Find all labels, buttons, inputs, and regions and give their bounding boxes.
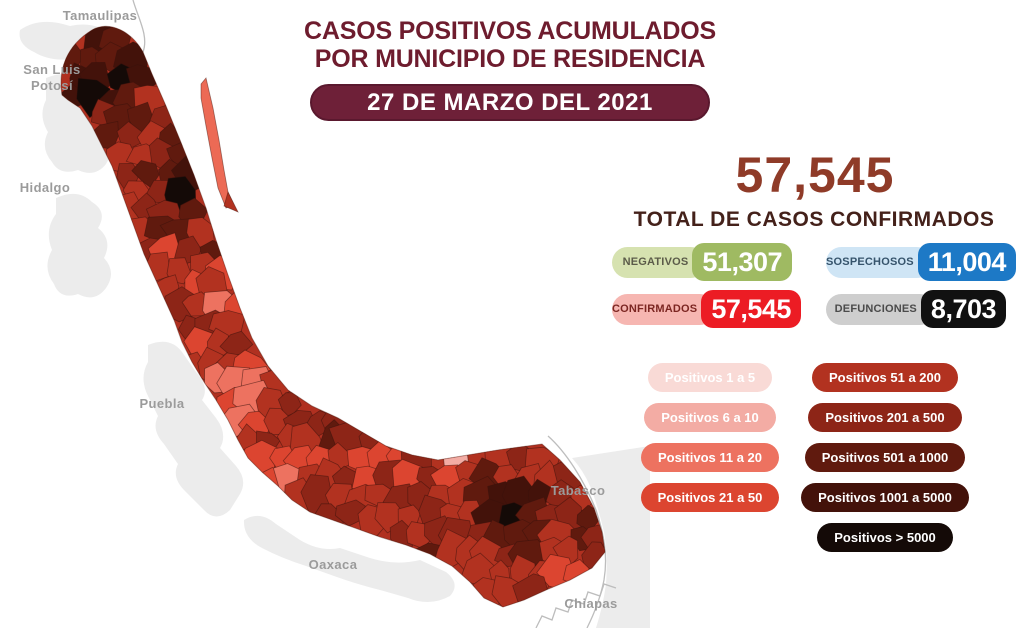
- sliver-dark-tip: [223, 190, 239, 213]
- stat-defunciones-value: 8,703: [920, 290, 1006, 328]
- state-label-san-luis-potosi: San Luis Potosí: [23, 62, 81, 94]
- legend-bin-21-50: Positivos 21 a 50: [640, 483, 780, 512]
- veracruz-map: [19, 0, 650, 628]
- stat-negativos-label: NEGATIVOS: [612, 246, 707, 278]
- stat-sospechosos: SOSPECHOSOS 11,004: [826, 243, 1016, 281]
- legend-bin-501-1000: Positivos 501 a 1000: [804, 443, 966, 472]
- neighbor-states: [19, 21, 650, 628]
- page-title: CASOS POSITIVOS ACUMULADOS POR MUNICIPIO…: [280, 17, 740, 73]
- stat-confirmados: CONFIRMADOS 57,545: [612, 290, 801, 328]
- state-label-tabasco: Tabasco: [550, 483, 606, 498]
- sliver-salmon: [200, 77, 235, 209]
- map-legend: Positivos 1 a 5 Positivos 6 a 10 Positiv…: [634, 363, 976, 552]
- hidalgo-shape: [47, 193, 112, 298]
- legend-column-left: Positivos 1 a 5 Positivos 6 a 10 Positiv…: [634, 363, 786, 552]
- stats-grid: NEGATIVOS 51,307 SOSPECHOSOS 11,004 CONF…: [612, 243, 1016, 328]
- state-label-oaxaca: Oaxaca: [308, 557, 358, 572]
- legend-bin-51-200: Positivos 51 a 200: [811, 363, 958, 392]
- legend-bin-gt-5000: Positivos > 5000: [817, 523, 953, 552]
- municipality-cell: [76, 77, 111, 119]
- coastal-sliver: [200, 77, 239, 213]
- tabasco-border-line: [547, 435, 607, 628]
- date-banner: 27 DE MARZO DEL 2021: [310, 84, 710, 121]
- veracruz-outline-stroke: [60, 25, 606, 608]
- legend-bin-11-20: Positivos 11 a 20: [640, 443, 780, 472]
- state-label-tamaulipas: Tamaulipas: [62, 8, 138, 23]
- stat-sospechosos-label: SOSPECHOSOS: [826, 246, 932, 278]
- oaxaca-shape: [243, 515, 455, 603]
- stat-defunciones: DEFUNCIONES 8,703: [826, 290, 1006, 328]
- state-label-hidalgo: Hidalgo: [19, 180, 71, 195]
- stat-negativos: NEGATIVOS 51,307: [612, 243, 792, 281]
- page-title-line1: CASOS POSITIVOS ACUMULADOS: [304, 17, 716, 45]
- legend-bin-1-5: Positivos 1 a 5: [647, 363, 773, 392]
- total-confirmed-label: TOTAL DE CASOS CONFIRMADOS: [633, 208, 995, 231]
- legend-bin-1001-5000: Positivos 1001 a 5000: [801, 483, 969, 512]
- tamaulipas-coastline: [132, 0, 146, 53]
- stat-defunciones-label: DEFUNCIONES: [826, 293, 935, 325]
- page-title-line2: POR MUNICIPIO DE RESIDENCIA: [314, 44, 706, 73]
- state-label-puebla: Puebla: [139, 396, 185, 411]
- total-confirmed-number: 57,545: [735, 147, 895, 203]
- tabasco-shape: [572, 446, 650, 628]
- stat-confirmados-value: 57,545: [701, 290, 801, 328]
- legend-bin-6-10: Positivos 6 a 10: [644, 403, 776, 432]
- stat-sospechosos-value: 11,004: [917, 243, 1016, 281]
- legend-bin-201-500: Positivos 201 a 500: [808, 403, 962, 432]
- stat-negativos-value: 51,307: [692, 243, 792, 281]
- chiapas-border-line: [535, 583, 617, 628]
- state-label-chiapas: Chiapas: [564, 596, 618, 611]
- boundary-lines: [132, 0, 617, 628]
- puebla-shape: [143, 341, 244, 517]
- legend-column-right: Positivos 51 a 200 Positivos 201 a 500 P…: [794, 363, 976, 552]
- stat-confirmados-label: CONFIRMADOS: [612, 293, 716, 325]
